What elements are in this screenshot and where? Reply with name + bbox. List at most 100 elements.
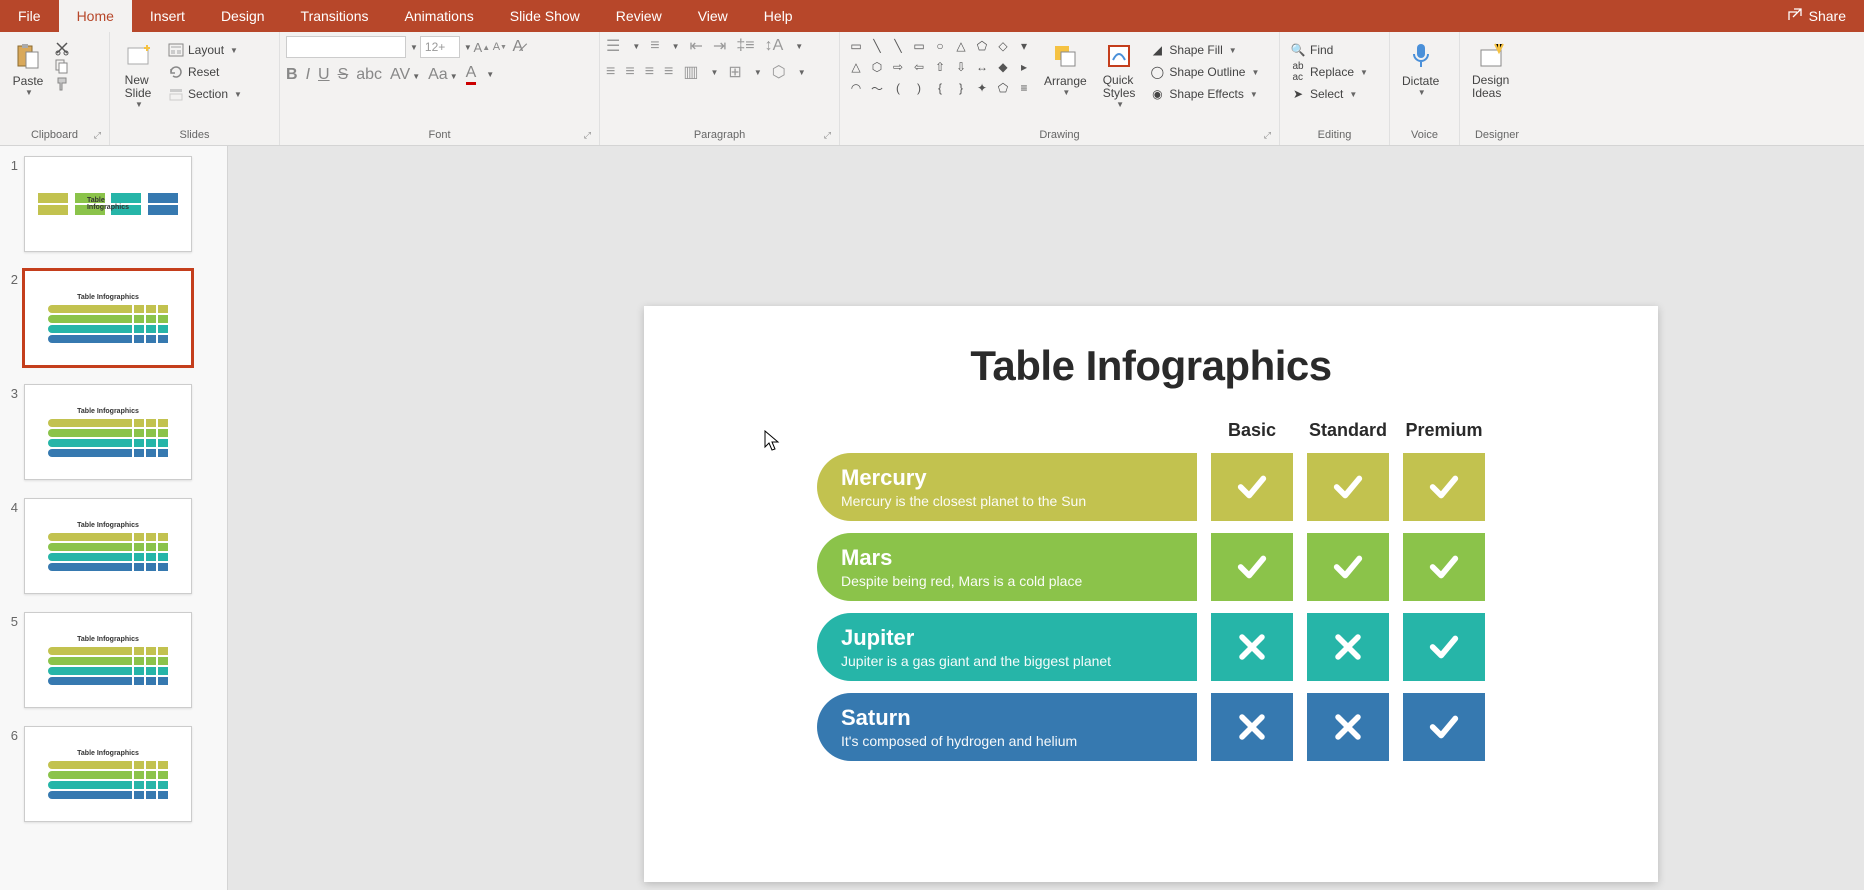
cross-icon[interactable] bbox=[1211, 693, 1293, 761]
row-title: Saturn bbox=[841, 705, 1173, 731]
shape-effects-button[interactable]: ◉Shape Effects▼ bbox=[1145, 84, 1263, 104]
align-center-icon[interactable]: ≡ bbox=[625, 63, 634, 81]
check-icon[interactable] bbox=[1211, 453, 1293, 521]
tab-transitions[interactable]: Transitions bbox=[283, 0, 387, 32]
check-icon[interactable] bbox=[1403, 613, 1485, 681]
find-button[interactable]: 🔍Find bbox=[1286, 40, 1337, 60]
column-header[interactable]: Basic bbox=[1211, 420, 1293, 441]
slide-canvas-area[interactable]: Table Infographics Basic Standard Premium M… bbox=[228, 146, 1864, 890]
dialog-launcher-icon[interactable]: ⤢ bbox=[94, 130, 101, 141]
row-label[interactable]: JupiterJupiter is a gas giant and the bi… bbox=[817, 613, 1197, 681]
bold-icon[interactable]: B bbox=[286, 66, 298, 84]
tab-animations[interactable]: Animations bbox=[386, 0, 491, 32]
character-spacing-icon[interactable]: AV▼ bbox=[390, 66, 420, 84]
slide-thumbnail[interactable]: TableInfographics bbox=[24, 156, 192, 252]
tab-view[interactable]: View bbox=[680, 0, 746, 32]
line-spacing-icon[interactable]: ‡≡ bbox=[736, 37, 754, 55]
decrease-font-icon[interactable]: A▼ bbox=[492, 39, 508, 55]
numbering-icon[interactable]: ≡ bbox=[650, 37, 659, 55]
dialog-launcher-icon[interactable]: ⤢ bbox=[584, 130, 591, 141]
shape-textbox-icon[interactable]: ▭ bbox=[846, 36, 866, 56]
share-button[interactable]: Share bbox=[1769, 0, 1864, 32]
check-icon[interactable] bbox=[1403, 693, 1485, 761]
shape-fill-icon: ◢ bbox=[1149, 42, 1165, 58]
cross-icon[interactable] bbox=[1307, 613, 1389, 681]
shape-fill-button[interactable]: ◢Shape Fill▼ bbox=[1145, 40, 1263, 60]
cross-icon[interactable] bbox=[1307, 693, 1389, 761]
row-desc: Mercury is the closest planet to the Sun bbox=[841, 493, 1173, 509]
dialog-launcher-icon[interactable]: ⤢ bbox=[1264, 130, 1271, 141]
column-header[interactable]: Premium bbox=[1403, 420, 1485, 441]
italic-icon[interactable]: I bbox=[306, 66, 310, 84]
dialog-launcher-icon[interactable]: ⤢ bbox=[824, 130, 831, 141]
tab-help[interactable]: Help bbox=[746, 0, 811, 32]
shape-outline-button[interactable]: ◯Shape Outline▼ bbox=[1145, 62, 1263, 82]
shadow-icon[interactable]: abc bbox=[356, 66, 382, 84]
layout-button[interactable]: Layout▼ bbox=[164, 40, 246, 60]
row-label[interactable]: SaturnIt's composed of hydrogen and heli… bbox=[817, 693, 1197, 761]
slide-thumbnail[interactable]: Table Infographics bbox=[24, 270, 192, 366]
font-name-input[interactable] bbox=[286, 36, 406, 58]
tab-home[interactable]: Home bbox=[59, 0, 132, 32]
format-painter-icon[interactable] bbox=[54, 76, 70, 92]
check-icon[interactable] bbox=[1211, 533, 1293, 601]
arrange-button[interactable]: Arrange▼ bbox=[1038, 36, 1093, 101]
font-color-icon[interactable]: A bbox=[466, 64, 477, 85]
chevron-down-icon[interactable]: ▼ bbox=[464, 43, 472, 52]
tab-review[interactable]: Review bbox=[598, 0, 680, 32]
reset-button[interactable]: Reset bbox=[164, 62, 246, 82]
strikethrough-icon[interactable]: S bbox=[338, 66, 349, 84]
copy-icon[interactable] bbox=[54, 58, 70, 74]
tab-design[interactable]: Design bbox=[203, 0, 283, 32]
section-button[interactable]: Section▼ bbox=[164, 84, 246, 104]
align-right-icon[interactable]: ≡ bbox=[645, 63, 654, 81]
check-icon[interactable] bbox=[1403, 453, 1485, 521]
dictate-button[interactable]: Dictate▼ bbox=[1396, 36, 1445, 101]
paste-icon bbox=[12, 40, 44, 72]
tab-insert[interactable]: Insert bbox=[132, 0, 203, 32]
quick-styles-button[interactable]: Quick Styles▼ bbox=[1097, 36, 1142, 113]
slide-title[interactable]: Table Infographics bbox=[704, 342, 1598, 390]
bullets-icon[interactable]: ☰ bbox=[606, 36, 620, 56]
chevron-down-icon[interactable]: ▼ bbox=[410, 43, 418, 52]
select-button[interactable]: ➤Select▼ bbox=[1286, 84, 1361, 104]
replace-button[interactable]: abacReplace▼ bbox=[1286, 62, 1372, 82]
reset-icon bbox=[168, 64, 184, 80]
paste-button[interactable]: Paste ▼ bbox=[6, 36, 50, 101]
slide-thumbnail[interactable]: Table Infographics bbox=[24, 726, 192, 822]
infographic-table[interactable]: Basic Standard Premium MercuryMercury is th… bbox=[704, 420, 1598, 761]
row-label[interactable]: MarsDespite being red, Mars is a cold pl… bbox=[817, 533, 1197, 601]
text-direction-icon[interactable]: ↕A bbox=[765, 37, 784, 55]
row-label[interactable]: MercuryMercury is the closest planet to … bbox=[817, 453, 1197, 521]
group-drawing: ▭╲╲▭○△⬠◇▾ △⬡⇨⇦⇧⇩↔◆▸ ◠～(){}✦⬠≡ Arrange▼ Q… bbox=[840, 32, 1280, 145]
justify-icon[interactable]: ≡ bbox=[664, 63, 673, 81]
slide[interactable]: Table Infographics Basic Standard Premium M… bbox=[644, 306, 1658, 882]
new-slide-button[interactable]: New Slide ▼ bbox=[116, 36, 160, 113]
align-left-icon[interactable]: ≡ bbox=[606, 63, 615, 81]
cut-icon[interactable] bbox=[54, 40, 70, 56]
slide-thumbnail[interactable]: Table Infographics bbox=[24, 612, 192, 708]
check-icon[interactable] bbox=[1307, 533, 1389, 601]
tab-slide-show[interactable]: Slide Show bbox=[492, 0, 598, 32]
check-icon[interactable] bbox=[1307, 453, 1389, 521]
align-text-icon[interactable]: ⊞ bbox=[728, 62, 741, 82]
font-size-input[interactable] bbox=[420, 36, 460, 58]
increase-indent-icon[interactable]: ⇥ bbox=[713, 36, 726, 56]
increase-font-icon[interactable]: A▲ bbox=[474, 39, 490, 55]
design-ideas-button[interactable]: Design Ideas bbox=[1466, 36, 1515, 104]
group-designer: Design Ideas Designer bbox=[1460, 32, 1534, 145]
check-icon[interactable] bbox=[1403, 533, 1485, 601]
column-header[interactable]: Standard bbox=[1307, 420, 1389, 441]
row-desc: Jupiter is a gas giant and the biggest p… bbox=[841, 653, 1173, 669]
cross-icon[interactable] bbox=[1211, 613, 1293, 681]
columns-icon[interactable]: ▥ bbox=[683, 62, 698, 82]
clear-formatting-icon[interactable]: A̷ bbox=[510, 39, 526, 55]
tab-file[interactable]: File bbox=[0, 0, 59, 32]
underline-icon[interactable]: U bbox=[318, 66, 330, 84]
shapes-gallery[interactable]: ▭╲╲▭○△⬠◇▾ △⬡⇨⇦⇧⇩↔◆▸ ◠～(){}✦⬠≡ bbox=[846, 36, 1034, 98]
change-case-icon[interactable]: Aa▼ bbox=[428, 66, 458, 84]
slide-thumbnail[interactable]: Table Infographics bbox=[24, 498, 192, 594]
decrease-indent-icon[interactable]: ⇤ bbox=[690, 36, 703, 56]
slide-thumbnail[interactable]: Table Infographics bbox=[24, 384, 192, 480]
smartart-icon[interactable]: ⬡ bbox=[772, 62, 786, 82]
